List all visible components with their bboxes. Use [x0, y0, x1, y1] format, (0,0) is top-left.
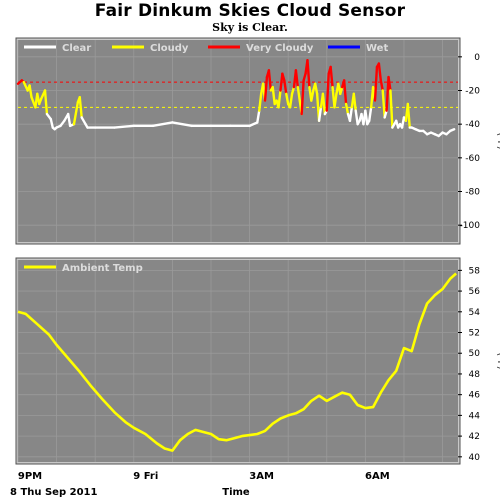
series-segment — [258, 92, 263, 112]
y-tick-label: 44 — [469, 411, 481, 421]
series-segment — [325, 72, 330, 112]
legend-label: Wet — [366, 43, 388, 54]
series-segment — [80, 116, 87, 126]
series-segment — [256, 109, 261, 124]
y-tick-label: 54 — [469, 308, 481, 318]
y-tick-label: -20 — [465, 87, 480, 97]
series-segment — [354, 109, 359, 126]
series-segment — [72, 101, 80, 126]
series-segment — [285, 92, 290, 106]
series-segment — [306, 59, 311, 89]
series-segment — [171, 121, 193, 128]
series-segment — [321, 92, 327, 116]
series-segment — [248, 121, 259, 128]
x-tick-label: 6AM — [365, 471, 390, 482]
series-segment — [296, 85, 301, 102]
y-axis-label: (°F) — [495, 353, 500, 370]
y-tick-label: -60 — [465, 154, 480, 164]
x-tick-label: 9 Fri — [133, 471, 158, 482]
y-tick-label: -40 — [465, 120, 480, 130]
y-tick-label: 58 — [469, 266, 481, 276]
series-segment — [288, 92, 294, 109]
series-segment — [113, 124, 135, 129]
x-tick-label: 3AM — [249, 471, 274, 482]
series-segment — [263, 75, 269, 102]
y-tick-label: 0 — [474, 53, 480, 63]
legend-label: Cloudy — [150, 43, 189, 54]
series-segment — [379, 79, 384, 92]
series-segment — [329, 65, 334, 89]
series-segment — [406, 102, 411, 129]
ambient-temperature-chart: 58 56 54 52 50 48 46 44 42 40 (°F) Ambient Temp 9PM 9… — [10, 257, 500, 498]
y-tick-label: 40 — [469, 453, 481, 463]
series-segment — [348, 106, 354, 123]
series-segment — [364, 109, 369, 126]
series-segment — [300, 79, 305, 116]
date-label: 8 Thu Sep 2011 — [10, 487, 97, 498]
legend-label: Clear — [62, 43, 91, 54]
series-segment — [352, 92, 357, 112]
series-segment — [333, 92, 338, 109]
series-segment — [267, 69, 273, 92]
series-segment — [43, 89, 49, 116]
y-axis-label: (°F) — [495, 133, 500, 150]
series-segment — [381, 89, 386, 119]
series-segment — [344, 102, 350, 116]
plot-area — [18, 40, 458, 242]
chart-title: Fair Dinkum Skies Cloud Sensor — [94, 1, 406, 21]
series-segment — [49, 117, 54, 129]
y-tick-label: 52 — [469, 329, 480, 339]
series-segment — [449, 128, 456, 133]
series-segment — [368, 106, 373, 123]
y-tick-label: 50 — [469, 349, 481, 359]
series-segment — [28, 84, 33, 99]
series-segment — [342, 79, 348, 106]
series-segment — [317, 106, 323, 123]
y-tick-label: 48 — [469, 370, 481, 380]
series-segment — [66, 112, 72, 128]
sky-temperature-chart: 0 -20 -40 -60 -80 -100 (°F) Clear Cloudy Very Clo… — [15, 37, 500, 245]
series-segment — [373, 65, 379, 102]
series-segment — [387, 75, 392, 92]
legend-label: Ambient Temp — [62, 263, 143, 274]
y-tick-label: -100 — [460, 221, 481, 231]
legend-label: Very Cloudy — [246, 43, 314, 54]
series-segment — [310, 89, 315, 102]
series-segment — [151, 121, 174, 128]
sky-status: Sky is Clear. — [212, 21, 288, 34]
series-line — [17, 272, 457, 452]
y-tick-label: 46 — [469, 391, 481, 401]
y-tick-label: 42 — [469, 432, 480, 442]
series-segment — [277, 89, 282, 109]
y-tick-label: 56 — [469, 287, 481, 297]
series-segment — [377, 62, 383, 82]
y-tick-label: -80 — [465, 188, 480, 198]
series-segment — [294, 69, 300, 89]
x-axis-label: Time — [222, 487, 250, 498]
series-segment — [78, 96, 83, 119]
series-segment — [283, 79, 288, 96]
series-segment — [313, 82, 319, 96]
x-tick-label: 9PM — [18, 471, 42, 482]
series-segment — [271, 85, 276, 106]
plot-area — [18, 260, 458, 462]
series-segment — [389, 89, 394, 129]
